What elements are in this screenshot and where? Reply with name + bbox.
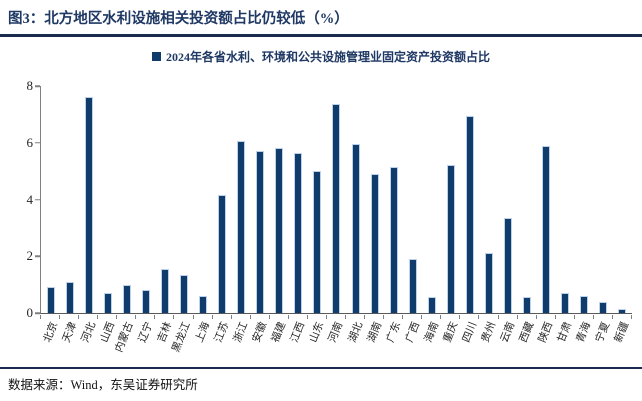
- bar-column: 江苏: [213, 86, 232, 344]
- y-axis-tick: [34, 85, 40, 87]
- bar: [599, 301, 608, 313]
- bar: [408, 259, 417, 313]
- bar-column: 青海: [575, 86, 594, 344]
- bar: [160, 269, 169, 313]
- bar: [313, 171, 322, 313]
- bar-column: 浙江: [232, 86, 251, 344]
- bar-column: 西藏: [518, 86, 537, 344]
- bar: [580, 295, 589, 313]
- figure-title: 图3：北方地区水利设施相关投资额占比仍较低（%）: [8, 11, 349, 27]
- y-axis-label: 4: [26, 191, 34, 207]
- bar-column: 山西: [98, 86, 118, 344]
- bar-column: 辽宁: [136, 86, 156, 344]
- bar-column: 宁夏: [594, 86, 613, 344]
- bar: [465, 115, 474, 313]
- y-axis-tick: [34, 312, 40, 314]
- bar-column: 黑龙江: [171, 86, 194, 354]
- data-source: 数据来源：Wind，东吴证券研究所: [8, 377, 198, 392]
- bar: [504, 217, 513, 313]
- bar-column: 上海: [194, 86, 213, 344]
- bar: [523, 297, 532, 313]
- bar-column: 四川: [460, 86, 480, 344]
- bar-column: 福建: [270, 86, 289, 344]
- bar-column: 广西: [403, 86, 423, 344]
- bar: [65, 281, 74, 313]
- bar-column: 甘肃: [556, 86, 575, 344]
- bar-column: 天津: [60, 86, 80, 344]
- bar: [332, 104, 341, 313]
- bar: [218, 195, 227, 313]
- bar-column: 北京: [41, 86, 61, 344]
- bar: [294, 152, 303, 313]
- bar-column: 江西: [289, 86, 308, 344]
- bar: [427, 297, 436, 313]
- bar-column: 贵州: [479, 86, 499, 344]
- title-divider: [0, 34, 642, 37]
- bar: [542, 145, 551, 313]
- bar: [618, 308, 627, 313]
- bar: [141, 290, 150, 313]
- y-axis-tick: [34, 198, 40, 201]
- bar: [179, 274, 188, 313]
- bar: [561, 293, 570, 313]
- legend-swatch-icon: [151, 52, 161, 61]
- bar: [275, 148, 284, 313]
- bar: [370, 173, 379, 313]
- bar: [237, 141, 246, 313]
- bar-column: 吉林: [155, 86, 175, 344]
- bar: [351, 144, 360, 313]
- y-axis-label: 8: [26, 78, 34, 93]
- bar: [389, 166, 398, 313]
- bar-column: 湖北: [346, 86, 366, 344]
- bar-column: 广东: [384, 86, 404, 344]
- bar-column: 海南: [422, 86, 442, 344]
- bar-column: 山东: [308, 86, 328, 344]
- bar: [122, 284, 131, 313]
- y-axis-label: 6: [26, 134, 34, 150]
- bar: [446, 165, 455, 313]
- bar-column: 内蒙古: [114, 86, 137, 354]
- plot-area: 0 2 4 6 8 北京 天津 河北 山西 内蒙古 辽宁 吉林 黑龙江 上海 江苏 浙江 安徽 福建 江西 山东 河南湖…: [27, 78, 633, 354]
- bar: [84, 97, 93, 313]
- legend-label: 2024年各省水利、环境和公共设施管理业固定资产投资额占比: [165, 50, 490, 64]
- bar-column: 河南: [327, 86, 347, 344]
- bar: [46, 287, 55, 313]
- bar: [103, 293, 112, 313]
- footer-divider: [0, 367, 642, 369]
- bar-chart: 0 2 4 6 8 北京 天津 河北 山西 内蒙古 辽宁 吉林 黑龙江 上海 江苏 浙江 安徽 福建 江西 山东 河南湖…: [27, 78, 633, 367]
- bar-column: 陕西: [537, 86, 556, 344]
- chart-legend: 2024年各省水利、环境和公共设施管理业固定资产投资额占比: [0, 48, 642, 65]
- bar-column: 重庆: [441, 86, 461, 344]
- y-axis-label: 0: [26, 305, 34, 320]
- bar-column: 安徽: [251, 86, 270, 344]
- bar-column: 云南: [499, 86, 518, 344]
- bar-column: 新疆: [613, 86, 633, 344]
- bar: [199, 295, 208, 313]
- bar-column: 河北: [79, 86, 99, 344]
- y-axis-label: 2: [26, 248, 34, 264]
- y-axis-tick: [34, 142, 40, 144]
- y-axis-tick: [34, 255, 40, 257]
- bar: [256, 151, 265, 313]
- bar: [484, 253, 493, 313]
- bar-column: 湖南: [365, 86, 385, 344]
